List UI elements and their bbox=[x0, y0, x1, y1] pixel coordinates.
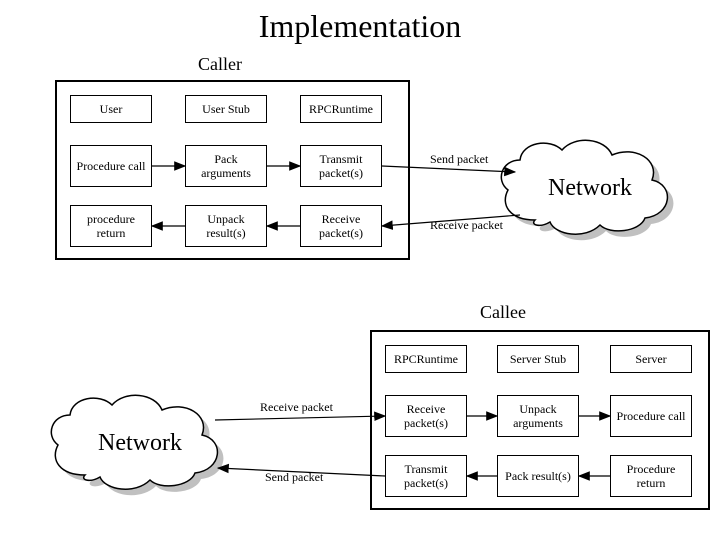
callee-r2-stub: Pack result(s) bbox=[497, 455, 579, 497]
callee-header-server: Server bbox=[610, 345, 692, 373]
callee-r1-runtime: Receive packet(s) bbox=[385, 395, 467, 437]
callee-header-runtime: RPCRuntime bbox=[385, 345, 467, 373]
network-label-bottom: Network bbox=[90, 430, 190, 457]
caller-r1-stub: Pack arguments bbox=[185, 145, 267, 187]
callee-recv-label: Receive packet bbox=[260, 400, 333, 415]
caller-header-user: User bbox=[70, 95, 152, 123]
callee-r1-server: Procedure call bbox=[610, 395, 692, 437]
callee-header-stub: Server Stub bbox=[497, 345, 579, 373]
caller-header-stub: User Stub bbox=[185, 95, 267, 123]
callee-send-label: Send packet bbox=[265, 470, 323, 485]
caller-r1-user: Procedure call bbox=[70, 145, 152, 187]
caller-label: Caller bbox=[198, 54, 242, 75]
caller-recv-label: Receive packet bbox=[430, 218, 503, 233]
caller-header-runtime: RPCRuntime bbox=[300, 95, 382, 123]
caller-r1-runtime: Transmit packet(s) bbox=[300, 145, 382, 187]
network-label-top: Network bbox=[540, 175, 640, 202]
callee-r2-server: Procedure return bbox=[610, 455, 692, 497]
callee-label: Callee bbox=[480, 302, 526, 323]
page-title: Implementation bbox=[0, 8, 720, 45]
caller-r2-runtime: Receive packet(s) bbox=[300, 205, 382, 247]
caller-r2-stub: Unpack result(s) bbox=[185, 205, 267, 247]
caller-send-label: Send packet bbox=[430, 152, 488, 167]
callee-r2-runtime: Transmit packet(s) bbox=[385, 455, 467, 497]
callee-r1-stub: Unpack arguments bbox=[497, 395, 579, 437]
caller-r2-user: procedure return bbox=[70, 205, 152, 247]
